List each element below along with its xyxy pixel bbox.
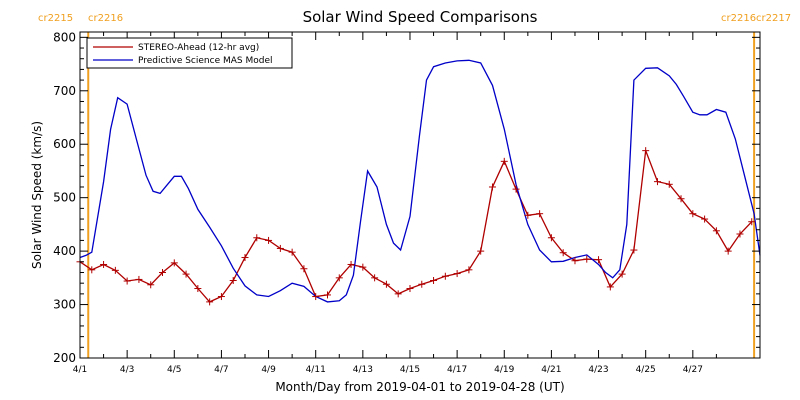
stereo-data-point <box>147 281 155 289</box>
stereo-data-point <box>630 246 638 254</box>
stereo-data-point <box>571 257 579 265</box>
stereo-data-point <box>88 266 96 274</box>
x-tick-label: 4/5 <box>167 365 181 375</box>
legend-label-mas-model: Predictive Science MAS Model <box>138 56 273 66</box>
x-tick-label: 4/23 <box>588 365 608 375</box>
stereo-data-point <box>712 227 720 235</box>
legend-box <box>86 37 293 69</box>
x-tick-label: 4/15 <box>400 365 420 375</box>
x-tick-label: 4/17 <box>447 365 467 375</box>
carrington-label-right-1: cr2216 <box>721 13 756 24</box>
stereo-data-point <box>371 274 379 282</box>
stereo-data-point <box>123 277 131 285</box>
y-tick-label: 300 <box>53 298 76 312</box>
y-tick-label: 700 <box>53 84 76 98</box>
stereo-data-point <box>559 249 567 257</box>
stereo-data-point <box>701 215 709 223</box>
stereo-data-point <box>536 210 544 218</box>
stereo-data-point <box>724 247 732 255</box>
stereo-data-point <box>477 247 485 255</box>
stereo-data-point <box>653 178 661 186</box>
stereo-data-point <box>347 260 355 268</box>
stereo-data-point <box>583 255 591 263</box>
stereo-data-point <box>359 263 367 271</box>
stereo-data-point <box>241 254 249 262</box>
stereo-data-point <box>206 298 214 306</box>
chart-title: Solar Wind Speed Comparisons <box>303 8 538 26</box>
legend-label-stereo: STEREO-Ahead (12-hr avg) <box>138 43 259 53</box>
stereo-data-point <box>642 147 650 155</box>
stereo-data-point <box>606 283 614 291</box>
stereo-data-point <box>217 293 225 301</box>
carrington-label-right-2: cr2217 <box>756 13 791 24</box>
x-tick-label: 4/21 <box>541 365 561 375</box>
stereo-data-point <box>406 285 414 293</box>
stereo-data-point <box>547 234 555 242</box>
stereo-data-point <box>430 277 438 285</box>
carrington-label-left-2: cr2216 <box>88 13 123 24</box>
x-tick-label: 4/13 <box>353 365 373 375</box>
stereo-data-point <box>382 280 390 288</box>
y-tick-label: 400 <box>53 244 76 258</box>
stereo-data-point <box>135 275 143 283</box>
y-tick-label: 800 <box>53 30 76 44</box>
stereo-data-point <box>335 274 343 282</box>
stereo-data-point <box>665 180 673 188</box>
plot-area <box>76 32 761 358</box>
x-tick-label: 4/27 <box>683 365 703 375</box>
stereo-data-point <box>158 268 166 276</box>
x-tick-label: 4/3 <box>120 365 134 375</box>
stereo-data-point <box>182 270 190 278</box>
stereo-data-point <box>524 211 532 219</box>
stereo-data-point <box>323 291 331 299</box>
carrington-label-left-1: cr2215 <box>38 13 73 24</box>
y-tick-label: 200 <box>53 351 76 365</box>
plot-frame <box>79 31 761 359</box>
y-tick-label: 600 <box>53 137 76 151</box>
y-axis-label: Solar Wind Speed (km/s) <box>30 121 44 269</box>
x-tick-label: 4/19 <box>494 365 514 375</box>
y-tick-label: 500 <box>53 191 76 205</box>
stereo-data-point <box>453 270 461 278</box>
stereo-data-point <box>465 266 473 274</box>
stereo-data-point <box>276 244 284 252</box>
stereo-data-point <box>194 285 202 293</box>
stereo-data-point <box>500 157 508 165</box>
stereo-data-point <box>394 290 402 298</box>
stereo-data-point <box>300 265 308 273</box>
stereo-data-point <box>689 210 697 218</box>
x-axis-label: Month/Day from 2019-04-01 to 2019-04-28 … <box>275 380 564 394</box>
stereo-data-point <box>100 260 108 268</box>
stereo-data-point <box>253 234 261 242</box>
stereo-data-point <box>618 270 626 278</box>
stereo-data-point <box>595 256 603 264</box>
legend: STEREO-Ahead (12-hr avg) Predictive Scie… <box>86 37 293 69</box>
stereo-data-point <box>512 185 520 193</box>
stereo-data-point <box>312 293 320 301</box>
x-tick-label: 4/25 <box>636 365 656 375</box>
stereo-data-point <box>736 230 744 238</box>
stereo-series-line <box>79 150 753 303</box>
stereo-data-point <box>441 272 449 280</box>
stereo-data-point <box>229 277 237 285</box>
x-tick-label: 4/1 <box>73 365 87 375</box>
axes: 200 300 400 500 600 700 800 4/1 4/3 4/5 4/7 4/9 4/11… <box>53 30 760 375</box>
stereo-data-point <box>265 236 273 244</box>
stereo-data-point <box>111 266 119 274</box>
stereo-data-point <box>488 183 496 191</box>
stereo-data-point <box>170 259 178 267</box>
x-tick-label: 4/9 <box>261 365 276 375</box>
stereo-data-point <box>677 195 685 203</box>
stereo-data-point <box>418 280 426 288</box>
x-tick-label: 4/7 <box>214 365 228 375</box>
stereo-data-point <box>748 218 756 226</box>
mas-model-series-line <box>79 59 761 303</box>
x-tick-label: 4/11 <box>306 365 326 375</box>
stereo-data-point <box>288 248 296 256</box>
